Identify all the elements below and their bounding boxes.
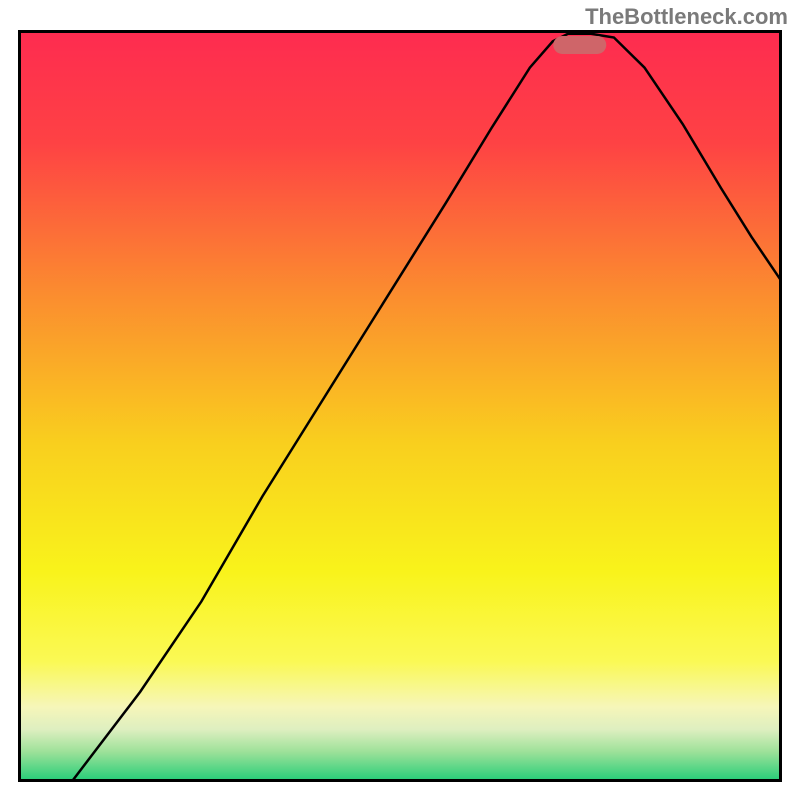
gradient-background — [18, 30, 782, 782]
optimum-marker — [553, 36, 606, 54]
plot-area — [18, 30, 782, 782]
watermark-text: TheBottleneck.com — [585, 4, 788, 30]
chart-container: TheBottleneck.com — [0, 0, 800, 800]
